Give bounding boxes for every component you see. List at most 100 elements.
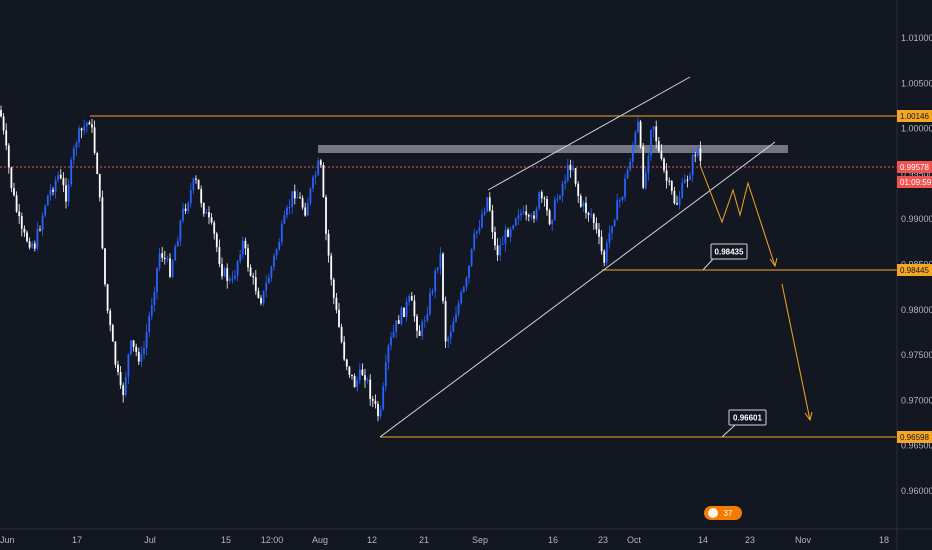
candle bbox=[208, 206, 210, 225]
candle bbox=[374, 394, 377, 409]
annotation-0-96601-text: 0.96601 bbox=[733, 414, 762, 423]
price-axis-tick-label: 0.99500 bbox=[901, 169, 932, 179]
candle bbox=[288, 199, 291, 215]
candle bbox=[392, 325, 395, 339]
candle bbox=[273, 253, 275, 271]
candle bbox=[283, 210, 286, 225]
projection-arrowhead-1 bbox=[769, 257, 778, 268]
candle bbox=[301, 195, 304, 210]
candle bbox=[499, 237, 502, 261]
price-axis[interactable]: 1.010001.005001.000000.995000.990000.985… bbox=[896, 0, 932, 550]
candle bbox=[106, 283, 109, 314]
candle bbox=[642, 142, 645, 190]
candle bbox=[616, 193, 619, 221]
candle bbox=[481, 209, 483, 229]
price-axis-tick-label: 0.97000 bbox=[901, 395, 932, 405]
candle bbox=[28, 237, 31, 250]
candle bbox=[457, 299, 460, 318]
candle bbox=[676, 195, 678, 206]
candle bbox=[579, 193, 582, 208]
candle bbox=[234, 269, 236, 281]
candle bbox=[390, 331, 392, 351]
candle bbox=[169, 253, 171, 279]
candle bbox=[353, 373, 356, 388]
candle bbox=[184, 203, 187, 215]
candle bbox=[75, 140, 78, 156]
candle bbox=[317, 157, 320, 176]
candle bbox=[403, 307, 405, 318]
candle bbox=[296, 189, 299, 199]
candle bbox=[644, 166, 647, 190]
candle bbox=[673, 186, 676, 205]
candle bbox=[608, 225, 611, 249]
projection-arrowhead-2 bbox=[804, 411, 813, 422]
candle bbox=[309, 187, 312, 206]
candle bbox=[197, 179, 200, 190]
candle bbox=[413, 294, 416, 322]
candle bbox=[15, 191, 18, 213]
candle bbox=[52, 187, 54, 196]
time-axis-tick-label: 18 bbox=[879, 535, 889, 545]
annotation-0-98435[interactable]: 0.98435 bbox=[702, 243, 748, 271]
candle bbox=[109, 308, 112, 332]
price-axis-tick-label: 0.98000 bbox=[901, 305, 932, 315]
candle bbox=[652, 125, 655, 138]
price-axis-tick-label: 0.96500 bbox=[901, 441, 932, 451]
candle bbox=[306, 197, 309, 216]
candle bbox=[501, 235, 504, 245]
candle bbox=[631, 141, 634, 167]
candle bbox=[408, 293, 411, 306]
wedge-upper-line[interactable] bbox=[487, 76, 691, 191]
candle bbox=[585, 196, 587, 219]
time-axis[interactable]: Jun 17 Jul 15 12:00 Aug 12 21 Sep 16 23 Oct 14 23 Nov 1… bbox=[0, 528, 932, 545]
candle bbox=[345, 358, 348, 371]
annotation-0-96601[interactable]: 0.96601 bbox=[721, 409, 767, 438]
candle bbox=[423, 315, 426, 328]
candle bbox=[65, 177, 67, 209]
candle bbox=[410, 292, 413, 301]
events-badge[interactable]: 37 bbox=[704, 506, 742, 520]
candle bbox=[488, 192, 491, 212]
candle bbox=[20, 212, 23, 237]
candle bbox=[369, 374, 372, 406]
wedge-lower-line[interactable] bbox=[379, 141, 776, 438]
price-tag-text: 1.00146 bbox=[900, 112, 929, 121]
time-axis-tick-label: 23 bbox=[598, 535, 608, 545]
projection-path[interactable] bbox=[699, 164, 813, 422]
candle bbox=[564, 174, 567, 190]
candle bbox=[691, 147, 694, 183]
candle bbox=[299, 192, 301, 199]
candle bbox=[647, 151, 650, 181]
candle bbox=[18, 204, 21, 224]
candle bbox=[228, 275, 231, 284]
price-tag-text: 0.98445 bbox=[900, 266, 929, 275]
price-tag-text: 0.99578 bbox=[900, 163, 929, 172]
time-axis-tick-label: 23 bbox=[745, 535, 755, 545]
candle bbox=[254, 269, 257, 295]
price-axis-tick-label: 0.96000 bbox=[901, 486, 932, 496]
candle bbox=[455, 306, 457, 323]
resistance-zone[interactable] bbox=[318, 145, 788, 153]
candle bbox=[335, 292, 338, 314]
candle bbox=[548, 208, 551, 226]
candle bbox=[358, 363, 361, 384]
candle bbox=[626, 167, 629, 179]
candle bbox=[452, 316, 455, 333]
candle bbox=[163, 250, 166, 265]
candle bbox=[23, 225, 26, 237]
candle bbox=[496, 238, 499, 261]
candle bbox=[343, 336, 346, 362]
rising-wedge[interactable] bbox=[379, 76, 776, 438]
candle bbox=[239, 249, 242, 264]
candle bbox=[520, 209, 522, 221]
candle bbox=[689, 171, 691, 181]
candle bbox=[67, 179, 70, 206]
candle bbox=[57, 171, 60, 183]
candle bbox=[663, 157, 665, 174]
candle bbox=[473, 228, 476, 252]
candle bbox=[512, 224, 515, 231]
candle bbox=[468, 265, 470, 284]
candle bbox=[483, 207, 486, 217]
candle bbox=[101, 190, 104, 250]
